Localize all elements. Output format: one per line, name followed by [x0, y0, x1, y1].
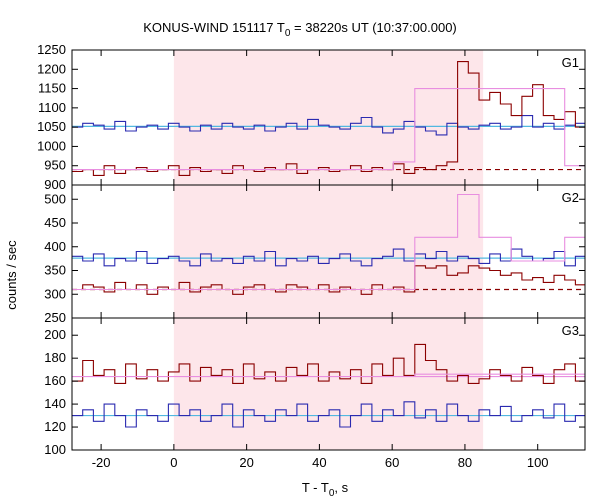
x-tick-label: 0 — [170, 455, 177, 470]
y-tick-label: 140 — [44, 396, 66, 411]
y-tick-label: 1200 — [37, 61, 66, 76]
shaded-interval — [173, 50, 484, 185]
panel-g1: 900 950 1000 1050 1100 1150 1200 1250 G1 — [37, 42, 586, 192]
x-tick-label: -20 — [92, 455, 111, 470]
series-step-line — [72, 115, 585, 136]
shaded-interval — [173, 318, 484, 450]
x-tick-label: 20 — [239, 455, 253, 470]
panel-label: G1 — [562, 55, 579, 70]
series-step-line — [72, 193, 585, 291]
x-tick-label: 40 — [312, 455, 326, 470]
shaded-interval — [173, 185, 484, 318]
y-tick-label: 250 — [44, 310, 66, 325]
series-step-line — [72, 401, 585, 428]
y-tick-label: 1050 — [37, 119, 66, 134]
x-tick-label: 60 — [385, 455, 399, 470]
x-axis-label: T - T0, s — [302, 480, 349, 499]
y-axis-label: counts / sec — [4, 240, 19, 310]
x-tick-label: 80 — [458, 455, 472, 470]
y-tick-label: 950 — [44, 158, 66, 173]
y-tick-label: 200 — [44, 327, 66, 342]
panel-g2: 250 300 350 400 450 500 G2 — [44, 184, 586, 325]
series-step-line — [72, 88, 585, 171]
y-tick-label: 160 — [44, 373, 66, 388]
panel-frame — [71, 317, 586, 451]
series-step-line — [72, 61, 585, 176]
y-tick-label: 1250 — [37, 42, 66, 57]
x-tick-label: 100 — [527, 455, 549, 470]
y-tick-label: 1100 — [38, 100, 66, 115]
chart-title: KONUS-WIND 151117 T0 = 38220s UT (10:37:… — [143, 20, 457, 39]
series-step-line — [72, 343, 585, 384]
series-step-line — [72, 265, 585, 295]
y-tick-label: 1000 — [37, 138, 66, 153]
y-tick-label: 350 — [44, 263, 66, 278]
y-tick-label: 450 — [44, 215, 66, 230]
y-tick-label: 500 — [44, 191, 66, 206]
y-tick-label: 900 — [44, 177, 66, 192]
panel-label: G3 — [562, 323, 579, 338]
y-tick-label: 400 — [44, 239, 66, 254]
y-tick-label: 120 — [44, 419, 66, 434]
series-step-line — [72, 248, 585, 267]
panel-g3: 100 120 140 160 180 200 -20 0 20 40 60 80 100 G3 — [44, 317, 586, 470]
y-tick-label: 1150 — [38, 81, 66, 96]
series-step-line — [72, 373, 585, 378]
panel-label: G2 — [562, 190, 579, 205]
y-tick-label: 100 — [44, 442, 66, 457]
y-tick-label: 300 — [44, 286, 66, 301]
y-tick-label: 180 — [44, 350, 66, 365]
